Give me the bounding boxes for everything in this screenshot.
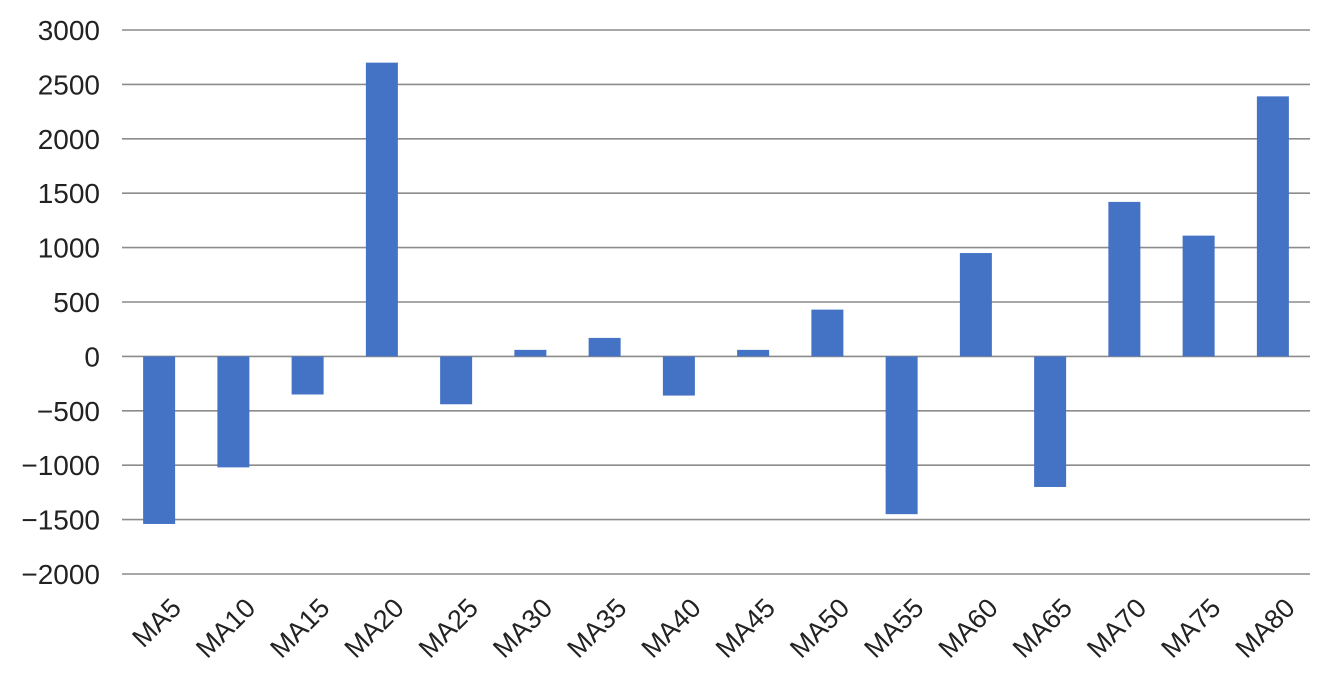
- x-tick-label: MA50: [784, 593, 855, 664]
- bar-ma70: [1108, 201, 1141, 357]
- bar-ma50: [811, 309, 844, 357]
- x-axis-tick-labels: MA5 MA10 MA15 MA20 MA25 MA30 MA35 MA40 MA45 MA50 M…: [126, 593, 1300, 664]
- x-tick-label: MA30: [487, 593, 558, 664]
- x-tick-label: MA75: [1155, 593, 1226, 664]
- y-tick-label: −1500: [21, 505, 100, 536]
- bar-ma10: [217, 356, 250, 468]
- bar-ma40: [662, 356, 695, 396]
- x-tick-label: MA60: [933, 593, 1004, 664]
- y-tick-label: 3000: [38, 15, 100, 46]
- y-tick-label: 2000: [38, 124, 100, 155]
- y-tick-label: 0: [84, 341, 100, 372]
- y-tick-label: 1000: [38, 233, 100, 264]
- bar-ma25: [440, 356, 473, 405]
- bar-ma55: [885, 356, 918, 515]
- bar-ma80: [1256, 96, 1289, 357]
- y-tick-label: 1500: [38, 178, 100, 209]
- x-tick-label: MA40: [636, 593, 707, 664]
- x-tick-label: MA20: [339, 593, 410, 664]
- x-tick-label: MA65: [1007, 593, 1078, 664]
- x-tick-label: MA55: [858, 593, 929, 664]
- x-tick-label: MA70: [1081, 593, 1152, 664]
- bar-ma60: [959, 253, 992, 357]
- bar-ma75: [1182, 235, 1215, 357]
- x-tick-label: MA80: [1230, 593, 1301, 664]
- x-tick-label: MA35: [561, 593, 632, 664]
- y-tick-label: −1000: [21, 450, 100, 481]
- bar-ma45: [737, 349, 770, 357]
- y-tick-label: 2500: [38, 69, 100, 100]
- bar-ma20: [365, 62, 398, 357]
- y-axis-tick-labels: 3000 2500 2000 1500 1000 500 0 −500 −1000 −1500 −2…: [21, 15, 100, 590]
- bars: [143, 62, 1289, 524]
- bar-ma15: [291, 356, 324, 395]
- y-tick-label: −500: [37, 396, 100, 427]
- bar-ma65: [1034, 356, 1067, 487]
- bar-ma35: [588, 337, 621, 357]
- x-tick-label: MA5: [126, 593, 186, 653]
- x-tick-label: MA25: [413, 593, 484, 664]
- y-tick-label: 500: [53, 287, 100, 318]
- x-tick-label: MA10: [190, 593, 261, 664]
- bar-ma5: [143, 356, 176, 524]
- x-tick-label: MA45: [710, 593, 781, 664]
- y-tick-label: −2000: [21, 559, 100, 590]
- x-tick-label: MA15: [264, 593, 335, 664]
- bar-ma30: [514, 349, 547, 357]
